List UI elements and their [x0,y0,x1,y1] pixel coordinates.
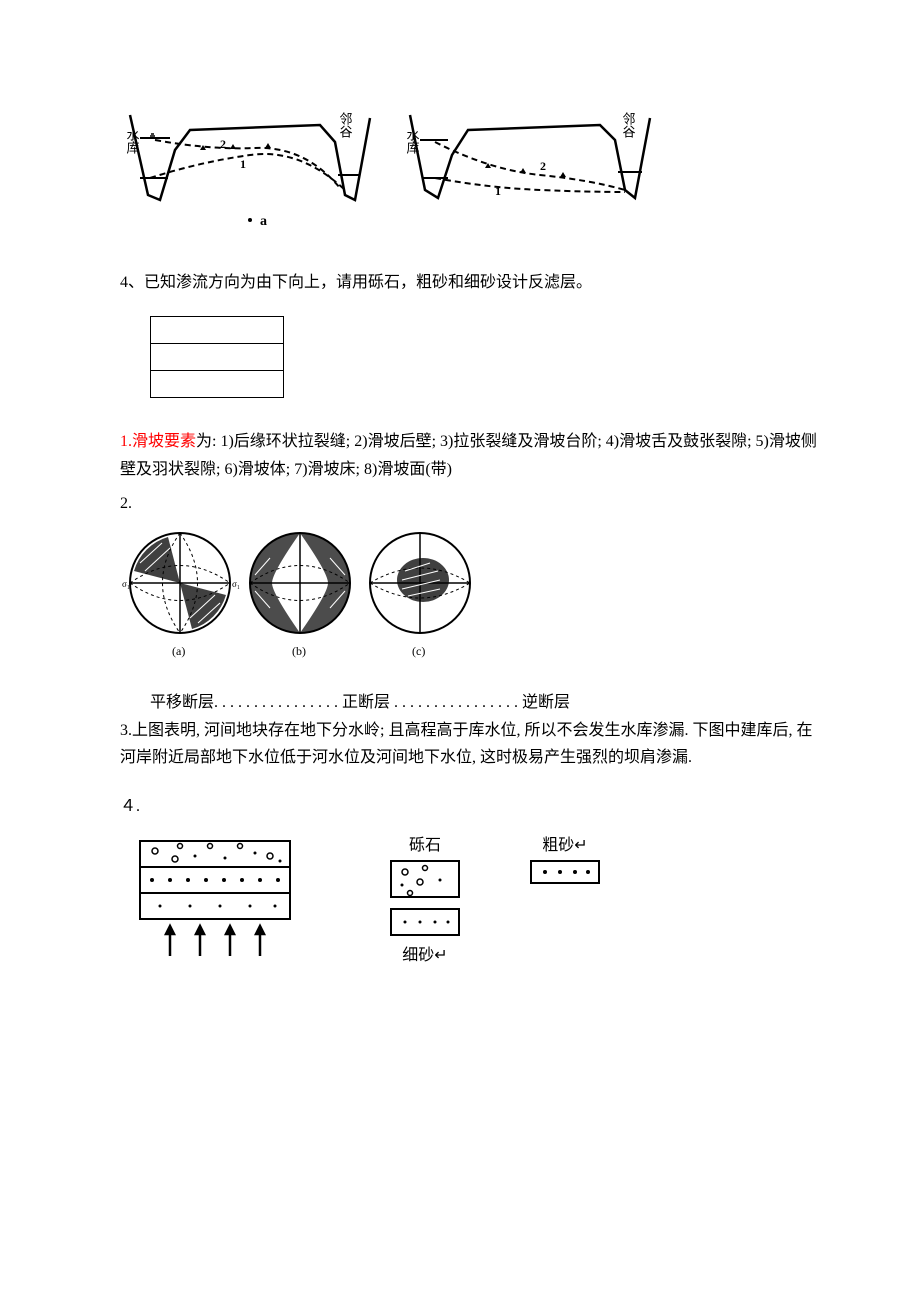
q4-blank-table [150,316,820,398]
legend-coarse: 粗砂↵ [530,831,600,884]
q4-text: 4、已知渗流方向为由下向上，请用砾石，粗砂和细砂设计反滤层。 [120,274,592,291]
svg-text:1: 1 [495,184,501,198]
legend-gravel: 砾石 [390,831,460,898]
legend-group: 砾石 [390,831,600,965]
fault-type-line: 平移断层. . . . . . . . . . . . . . . . 正断层 … [150,688,820,712]
legend-left-column: 砾石 [390,831,460,965]
cross-section-right: 水库 邻谷 2 1 [400,100,660,230]
svg-text:2: 2 [540,159,546,173]
document-page: 水库 邻谷 2 1 a 水库 邻谷 2 [0,0,920,1302]
svg-text:a: a [260,214,267,229]
svg-text:邻谷: 邻谷 [338,112,353,138]
svg-text:σ₁: σ₁ [232,579,240,589]
svg-text:(c): (c) [412,644,425,658]
answer-3: 3.上图表明, 河间地块存在地下分水岭; 且高程高于库水位, 所以不会发生水库渗… [120,717,820,771]
cross-section-left: 水库 邻谷 2 1 a [120,100,380,230]
svg-text:1: 1 [240,157,246,171]
svg-text:2: 2 [220,137,226,151]
svg-text:邻谷: 邻谷 [621,112,636,138]
cross-section-row: 水库 邻谷 2 1 a 水库 邻谷 2 [120,100,820,230]
answer-2-label: 2. [120,495,820,513]
dots-1: . . . . . . . . . . . . . . . . [214,694,338,711]
legend-coarse-label: 粗砂↵ [542,831,587,855]
legend-fine: 细砂↵ [390,908,460,965]
legend-fine-label: 细砂↵ [402,941,447,965]
svg-text:σ₁: σ₁ [122,579,130,589]
stereonet-row: (a) σ₁ σ₁ (b) [120,523,820,668]
svg-text:水库: 水库 [405,128,420,155]
svg-text:(a): (a) [172,644,185,658]
a4-num: ４. [120,798,140,815]
a1-text: 为: 1)后缘环状拉裂缝; 2)滑坡后壁; 3)拉张裂缝及滑坡台阶; 4)滑坡舌… [120,433,817,479]
a2-num: 2. [120,495,132,512]
question-4: 4、已知渗流方向为由下向上，请用砾石，粗砂和细砂设计反滤层。 [120,270,820,296]
filter-stack-diagram [120,831,310,971]
legend-right-column: 粗砂↵ [530,831,600,884]
svg-text:(b): (b) [292,644,306,658]
a1-red-prefix: 1.滑坡要素 [120,433,196,450]
answer-4-label: ４. [120,792,820,816]
fault-b: 正断层 [342,694,390,711]
fault-a: 平移断层 [150,694,214,711]
a3-text: 3.上图表明, 河间地块存在地下分水岭; 且高程高于库水位, 所以不会发生水库渗… [120,722,812,766]
answer-4-figures: 砾石 [120,831,820,971]
answer-1: 1.滑坡要素为: 1)后缘环状拉裂缝; 2)滑坡后壁; 3)拉张裂缝及滑坡台阶;… [120,428,820,486]
legend-gravel-label: 砾石 [409,831,441,855]
dots-2: . . . . . . . . . . . . . . . . [394,694,518,711]
fault-c: 逆断层 [522,694,570,711]
svg-text:水库: 水库 [125,128,140,155]
